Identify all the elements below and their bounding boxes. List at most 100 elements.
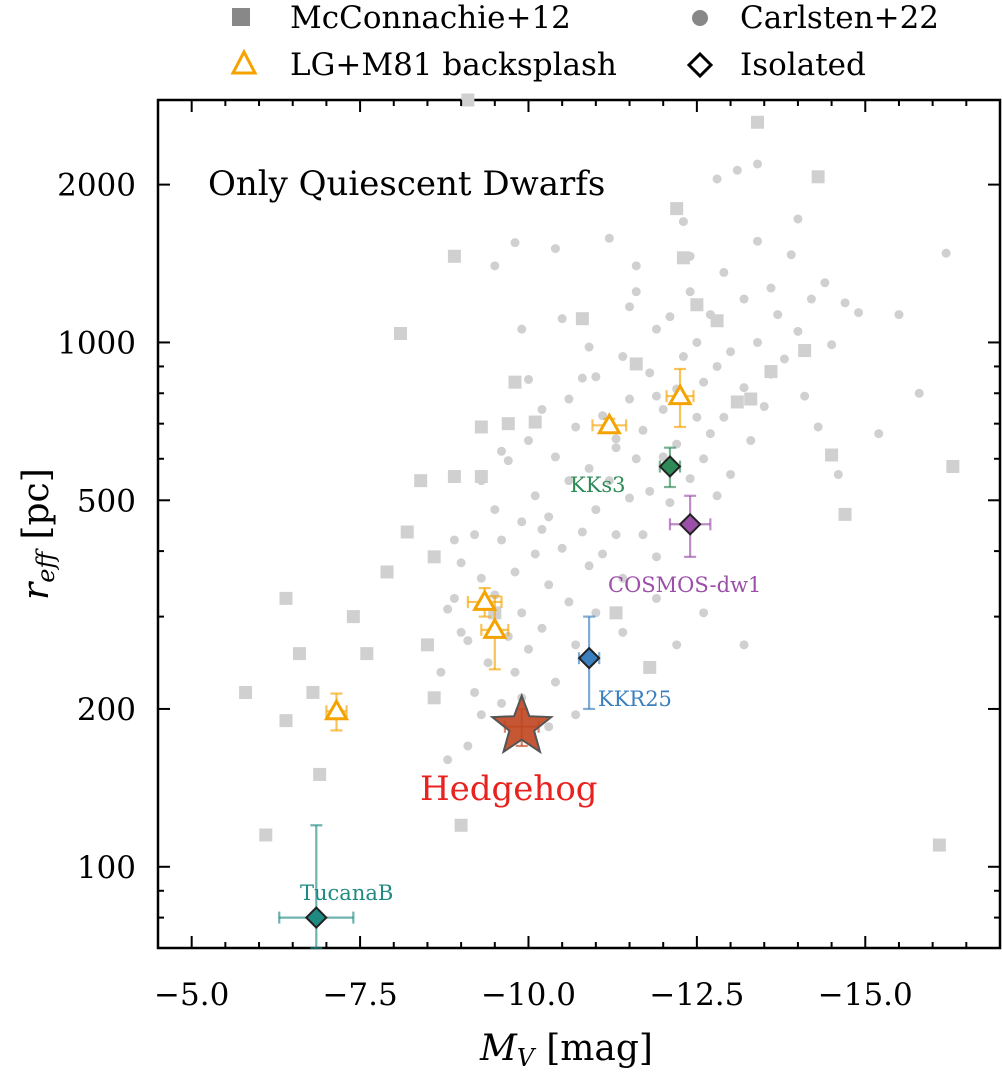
mcconnachie-point	[751, 115, 765, 129]
label-hedgehog: Hedgehog	[420, 769, 598, 809]
carlsten-point	[497, 698, 507, 708]
carlsten-point	[894, 310, 904, 320]
carlsten-point	[705, 429, 715, 439]
carlsten-point	[739, 383, 749, 393]
carlsten-point	[604, 476, 614, 486]
mcconnachie-point	[798, 344, 812, 358]
carlsten-point	[523, 374, 533, 384]
carlsten-point	[591, 372, 601, 382]
carlsten-point	[753, 236, 763, 246]
carlsten-point	[470, 687, 480, 697]
carlsten-point	[645, 368, 655, 378]
carlsten-point	[827, 340, 837, 350]
mcconnachie-point	[643, 660, 657, 674]
carlsten-point	[753, 337, 763, 347]
carlsten-point	[685, 287, 695, 297]
legend-marker-backsplash	[230, 48, 258, 75]
carlsten-point	[557, 314, 567, 324]
mcconnachie-point	[946, 459, 960, 473]
mcconnachie-point	[360, 647, 374, 661]
legend-label-backsplash: LG+M81 backsplash	[290, 47, 617, 83]
y-tick-label: 1000	[57, 325, 136, 361]
mcconnachie-point	[447, 470, 461, 484]
plot-annotation: Only Quiescent Dwarfs	[208, 164, 605, 204]
carlsten-point	[941, 248, 951, 258]
carlsten-point	[517, 608, 527, 618]
legend-label-isolated: Isolated	[740, 47, 866, 83]
x-tick-label: −15.0	[818, 977, 913, 1013]
carlsten-point	[598, 549, 608, 559]
mcconnachie-point	[447, 249, 461, 263]
carlsten-point	[651, 552, 661, 562]
carlsten-point	[773, 310, 783, 320]
mcconnachie-point	[710, 314, 724, 328]
legend-label-mcconnachie: McConnachie+12	[290, 0, 571, 36]
carlsten-point	[739, 640, 749, 650]
carlsten-point	[476, 476, 486, 486]
legend-label-carlsten: Carlsten+22	[740, 0, 939, 36]
carlsten-point	[611, 434, 621, 444]
carlsten-point	[564, 476, 574, 486]
carlsten-point	[779, 354, 789, 364]
legend-marker-isolated	[686, 51, 714, 79]
legend-marker-carlsten	[692, 10, 708, 26]
carlsten-point	[625, 302, 635, 312]
carlsten-point	[678, 217, 688, 227]
carlsten-point	[705, 310, 715, 320]
carlsten-point	[604, 233, 614, 243]
y-tick-label: 100	[77, 850, 136, 886]
label-kkr25: KKR25	[598, 687, 672, 711]
carlsten-point	[470, 530, 480, 540]
mcconnachie-point	[454, 818, 468, 832]
carlsten-point	[753, 159, 763, 169]
x-tick-label: −7.5	[322, 977, 397, 1013]
carlsten-point	[517, 517, 527, 527]
backsplash-points	[323, 383, 693, 721]
carlsten-point	[638, 425, 648, 435]
legend-marker-mcconnachie	[232, 8, 250, 26]
carlsten-point	[685, 474, 695, 484]
mcconnachie-point	[730, 395, 744, 409]
carlsten-point	[712, 174, 722, 184]
carlsten-point	[712, 491, 722, 501]
x-axis-title: MV [mag]	[479, 1028, 653, 1072]
carlsten-point	[726, 469, 736, 479]
carlsten-point	[806, 294, 816, 304]
mcconnachie-point	[420, 638, 434, 652]
carlsten-point	[537, 404, 547, 414]
backsplash-point	[323, 698, 350, 721]
mcconnachie-point	[306, 685, 320, 699]
mcconnachie-point	[414, 474, 428, 488]
carlsten-point	[766, 283, 776, 293]
mcconnachie-point	[811, 170, 825, 184]
mcconnachie-point	[474, 420, 488, 434]
hedgehog-point	[489, 692, 554, 755]
svg-text:MV[mag]: MV [mag]	[479, 1028, 653, 1072]
mcconnachie-point	[825, 448, 839, 462]
mcconnachie-point	[292, 647, 306, 661]
carlsten-point	[631, 261, 641, 271]
carlsten-point	[557, 543, 567, 553]
carlsten-point	[550, 677, 560, 687]
carlsten-point	[732, 165, 742, 175]
carlsten-point	[712, 361, 722, 371]
carlsten-point	[443, 604, 453, 614]
mcconnachie-point	[400, 525, 414, 539]
carlsten-point	[510, 567, 520, 577]
carlsten-point	[503, 456, 513, 466]
mcconnachie-point	[575, 312, 589, 326]
carlsten-point	[476, 573, 486, 583]
carlsten-point	[726, 347, 736, 357]
carlsten-point	[490, 261, 500, 271]
carlsten-point	[577, 527, 587, 537]
carlsten-point	[577, 373, 587, 383]
carlsten-point	[678, 352, 688, 362]
carlsten-point	[510, 667, 520, 677]
carlsten-point	[611, 530, 621, 540]
carlsten-point	[692, 337, 702, 347]
carlsten-point	[651, 324, 661, 334]
mcconnachie-point	[239, 685, 253, 699]
carlsten-point	[651, 593, 661, 603]
mcconnachie-point	[346, 610, 360, 624]
mcconnachie-point	[508, 375, 522, 389]
